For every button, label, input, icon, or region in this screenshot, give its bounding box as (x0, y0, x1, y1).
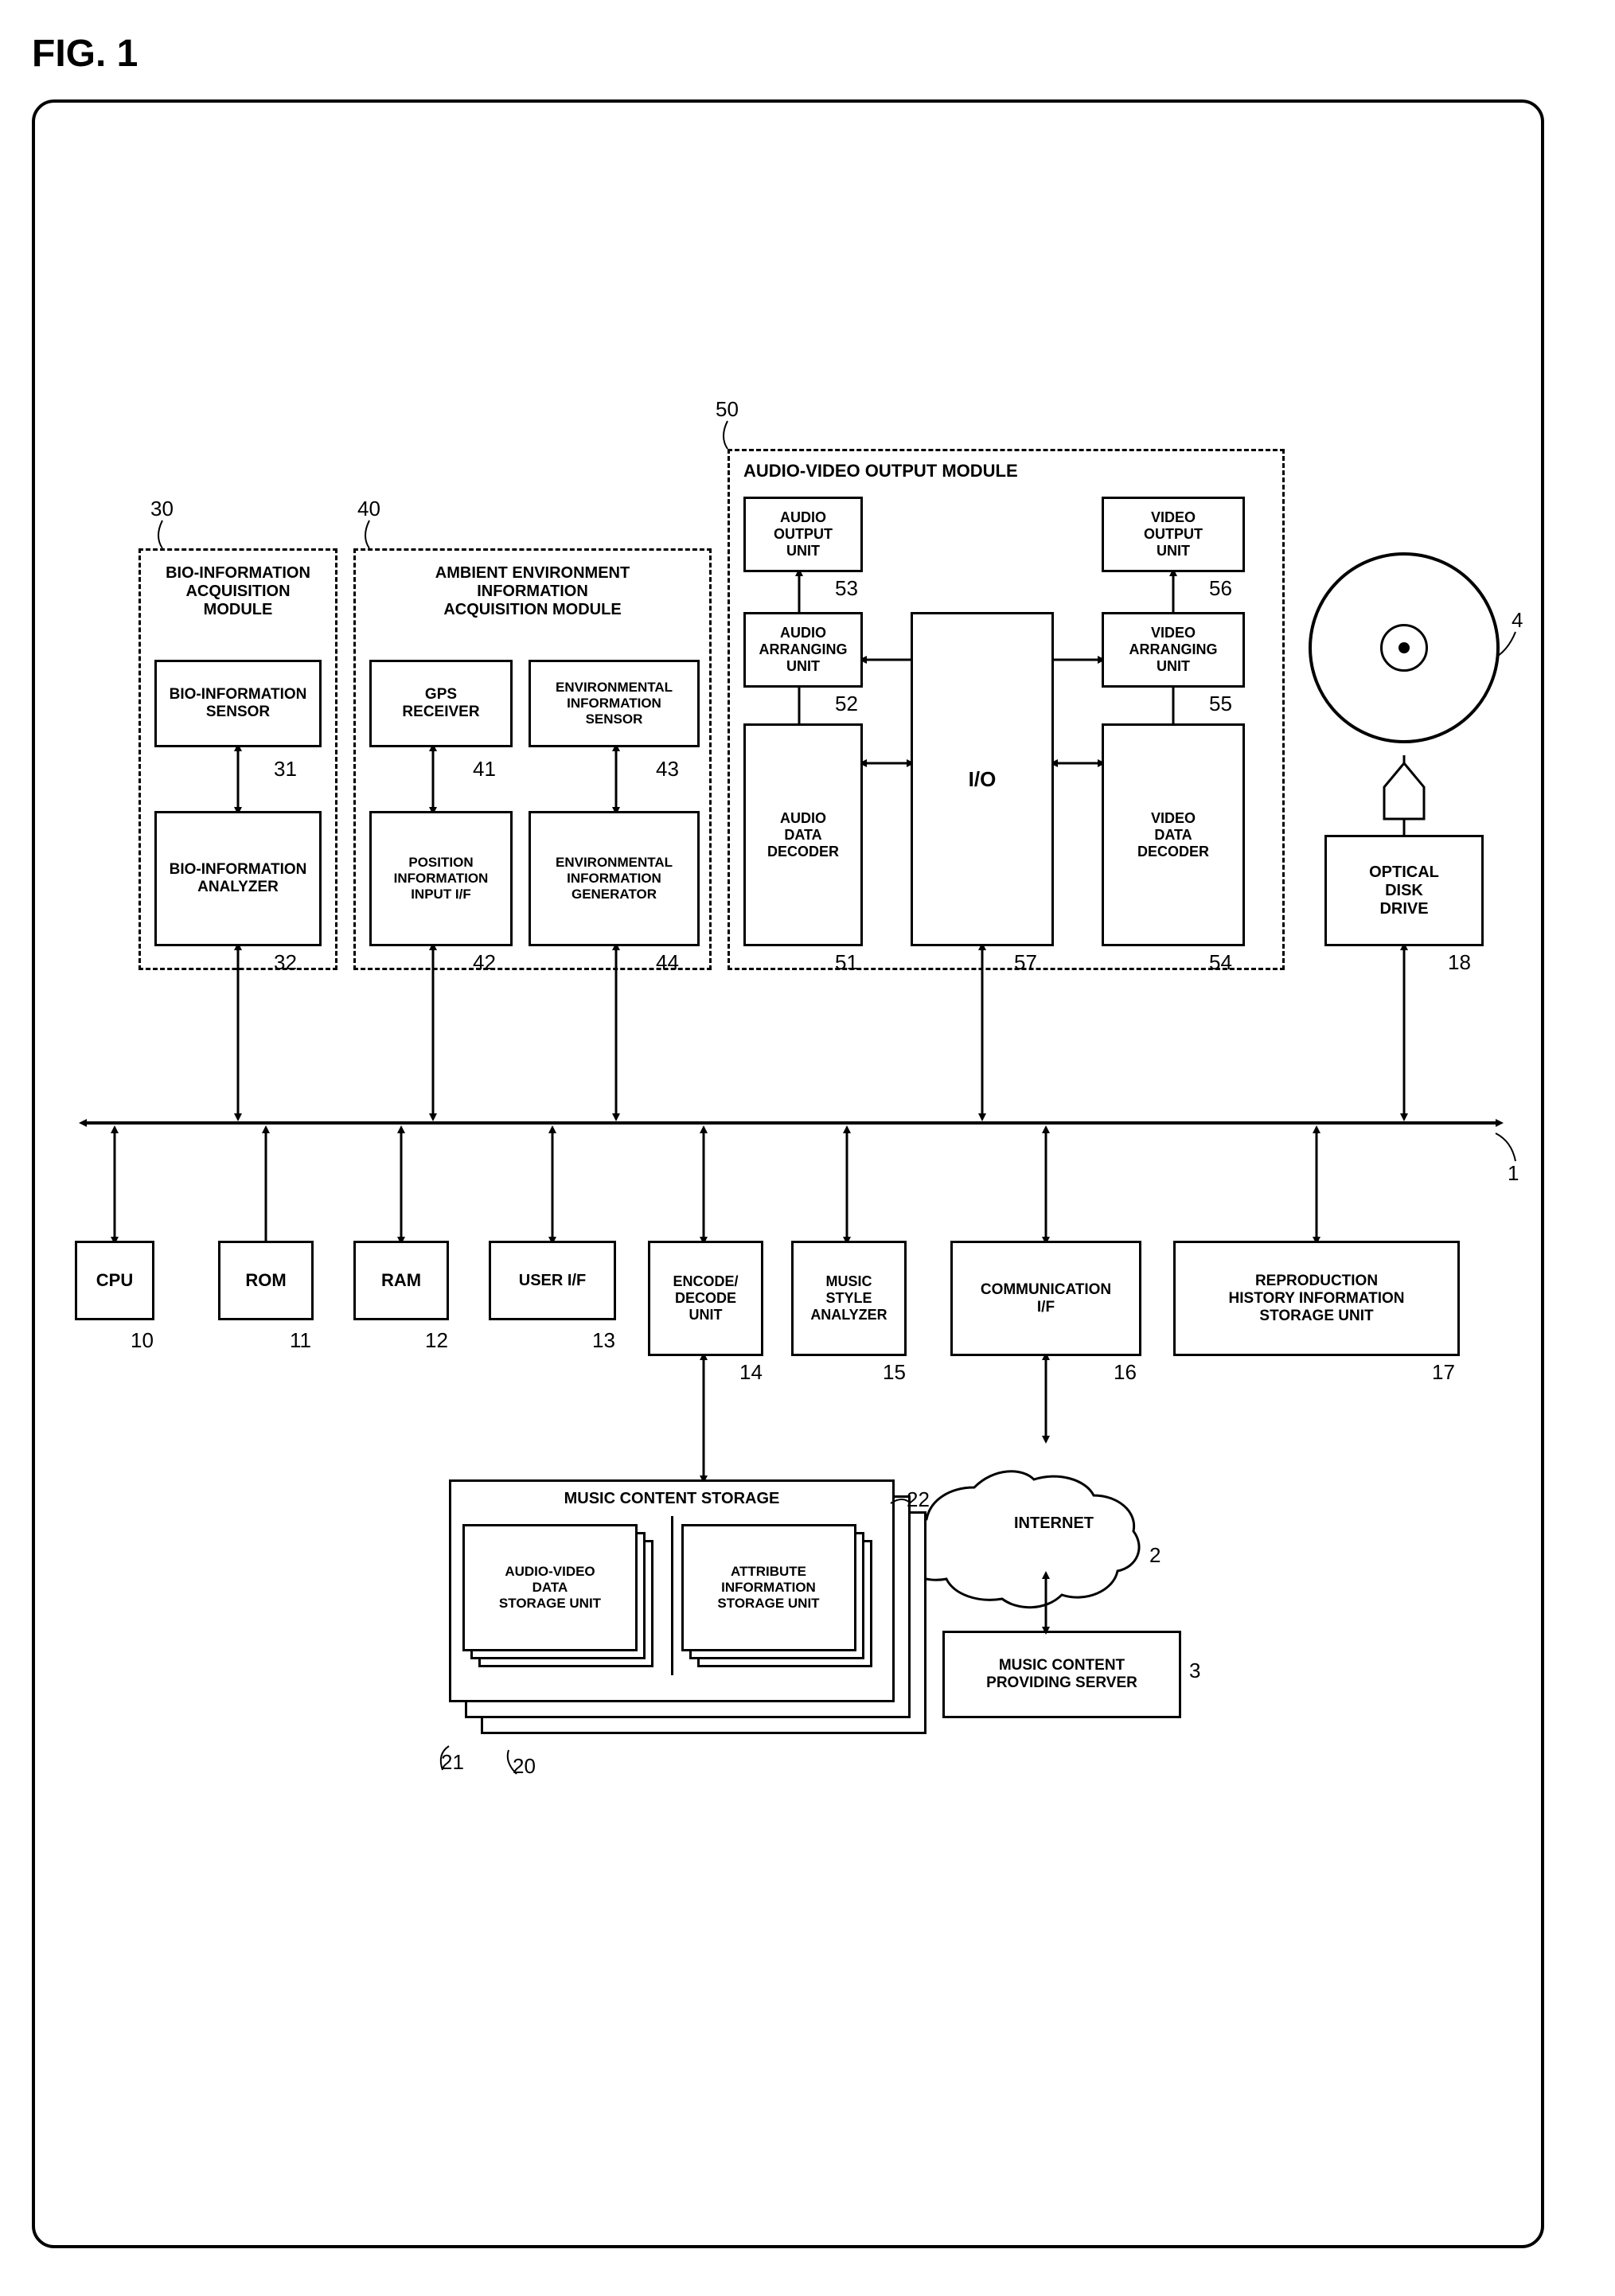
ref-10: 10 (131, 1328, 154, 1353)
comm-label: COMMUNICATION I/F (981, 1281, 1111, 1316)
audio-decoder: AUDIO DATA DECODER (743, 723, 863, 946)
ram-box: RAM (353, 1241, 449, 1320)
ref-44: 44 (656, 950, 679, 975)
storage-box: MUSIC CONTENT STORAGE AUDIO-VIDEO DATA S… (449, 1479, 895, 1702)
figure-title: FIG. 1 (32, 32, 1583, 76)
env-sensor: ENVIRONMENTAL INFORMATION SENSOR (529, 660, 700, 747)
server-box: MUSIC CONTENT PROVIDING SERVER (942, 1631, 1181, 1718)
video-decoder: VIDEO DATA DECODER (1102, 723, 1245, 946)
ref-41: 41 (473, 757, 496, 782)
cpu-label: CPU (96, 1270, 133, 1291)
hist-box: REPRODUCTION HISTORY INFORMATION STORAGE… (1173, 1241, 1460, 1356)
audio-arr-label: AUDIO ARRANGING UNIT (759, 625, 848, 675)
attr-storage-label: ATTRIBUTE INFORMATION STORAGE UNIT (717, 1564, 819, 1612)
ref-21: 21 (441, 1750, 464, 1775)
ref-52: 52 (835, 692, 858, 716)
ref-50: 50 (716, 397, 739, 422)
env-gen-label: ENVIRONMENTAL INFORMATION GENERATOR (556, 855, 673, 902)
ref-57: 57 (1014, 950, 1037, 975)
ref-20: 20 (513, 1754, 536, 1779)
internet-label: INTERNET (1014, 1514, 1094, 1533)
env-sensor-label: ENVIRONMENTAL INFORMATION SENSOR (556, 680, 673, 727)
gps-receiver: GPS RECEIVER (369, 660, 513, 747)
encdec-label: ENCODE/ DECODE UNIT (673, 1273, 738, 1323)
video-arranging: VIDEO ARRANGING UNIT (1102, 612, 1245, 688)
style-box: MUSIC STYLE ANALYZER (791, 1241, 907, 1356)
diagram-frame: BIO-INFORMATION ACQUISITION MODULE 30 BI… (32, 99, 1544, 2248)
gps-label: GPS RECEIVER (402, 686, 479, 721)
ref-15: 15 (883, 1360, 906, 1385)
pos-input-label: POSITION INFORMATION INPUT I/F (394, 855, 489, 902)
video-arr-label: VIDEO ARRANGING UNIT (1129, 625, 1218, 675)
ref-3: 3 (1189, 1659, 1200, 1683)
userif-label: USER I/F (519, 1272, 586, 1290)
ram-label: RAM (381, 1270, 421, 1291)
cpu-box: CPU (75, 1241, 154, 1320)
ref-54: 54 (1209, 950, 1232, 975)
ref-43: 43 (656, 757, 679, 782)
pos-input: POSITION INFORMATION INPUT I/F (369, 811, 513, 946)
rom-box: ROM (218, 1241, 314, 1320)
audio-arranging: AUDIO ARRANGING UNIT (743, 612, 863, 688)
ref-1: 1 (1508, 1161, 1519, 1186)
audio-output-label: AUDIO OUTPUT UNIT (774, 509, 833, 559)
system-bus (83, 1121, 1500, 1125)
ref-32: 32 (274, 950, 297, 975)
attr-storage: ATTRIBUTE INFORMATION STORAGE UNIT (681, 1524, 856, 1651)
ref-56: 56 (1209, 576, 1232, 601)
audio-output: AUDIO OUTPUT UNIT (743, 497, 863, 572)
video-dec-label: VIDEO DATA DECODER (1137, 810, 1209, 860)
style-label: MUSIC STYLE ANALYZER (810, 1273, 887, 1323)
ref-31: 31 (274, 757, 297, 782)
av-storage: AUDIO-VIDEO DATA STORAGE UNIT (462, 1524, 638, 1651)
ref-18: 18 (1448, 950, 1471, 975)
ref-12: 12 (425, 1328, 448, 1353)
video-output: VIDEO OUTPUT UNIT (1102, 497, 1245, 572)
io-box: I/O (911, 612, 1054, 946)
bio-sensor: BIO-INFORMATION SENSOR (154, 660, 322, 747)
bio-analyzer-label: BIO-INFORMATION ANALYZER (170, 861, 307, 896)
ref-30: 30 (150, 497, 174, 521)
ref-51: 51 (835, 950, 858, 975)
ref-22: 22 (907, 1487, 930, 1512)
rom-label: ROM (245, 1270, 286, 1291)
ref-2: 2 (1149, 1543, 1161, 1568)
hist-label: REPRODUCTION HISTORY INFORMATION STORAGE… (1229, 1273, 1405, 1325)
bio-sensor-label: BIO-INFORMATION SENSOR (170, 686, 307, 721)
storage-label: MUSIC CONTENT STORAGE (564, 1490, 780, 1508)
audio-dec-label: AUDIO DATA DECODER (767, 810, 839, 860)
ref-14: 14 (739, 1360, 763, 1385)
bio-module-label: BIO-INFORMATION ACQUISITION MODULE (138, 564, 337, 619)
av-module-label: AUDIO-VIDEO OUTPUT MODULE (743, 461, 1269, 481)
ref-53: 53 (835, 576, 858, 601)
ref-16: 16 (1114, 1360, 1137, 1385)
io-label: I/O (969, 767, 997, 792)
internet-cloud: INTERNET (966, 1472, 1141, 1575)
server-label: MUSIC CONTENT PROVIDING SERVER (986, 1657, 1137, 1692)
ref-11: 11 (290, 1328, 311, 1353)
env-module-label: AMBIENT ENVIRONMENT INFORMATION ACQUISIT… (353, 564, 712, 619)
ref-13: 13 (592, 1328, 615, 1353)
ref-4: 4 (1512, 608, 1523, 633)
encdec-box: ENCODE/ DECODE UNIT (648, 1241, 763, 1356)
video-out-label: VIDEO OUTPUT UNIT (1144, 509, 1203, 559)
av-storage-label: AUDIO-VIDEO DATA STORAGE UNIT (499, 1564, 601, 1612)
ref-55: 55 (1209, 692, 1232, 716)
env-generator: ENVIRONMENTAL INFORMATION GENERATOR (529, 811, 700, 946)
comm-box: COMMUNICATION I/F (950, 1241, 1141, 1356)
ref-17: 17 (1432, 1360, 1455, 1385)
userif-box: USER I/F (489, 1241, 616, 1320)
disc-center-icon (1398, 642, 1410, 653)
optical-drive-label: OPTICAL DISK DRIVE (1369, 863, 1439, 918)
ref-40: 40 (357, 497, 380, 521)
optical-drive: OPTICAL DISK DRIVE (1324, 835, 1484, 946)
bio-analyzer: BIO-INFORMATION ANALYZER (154, 811, 322, 946)
ref-42: 42 (473, 950, 496, 975)
